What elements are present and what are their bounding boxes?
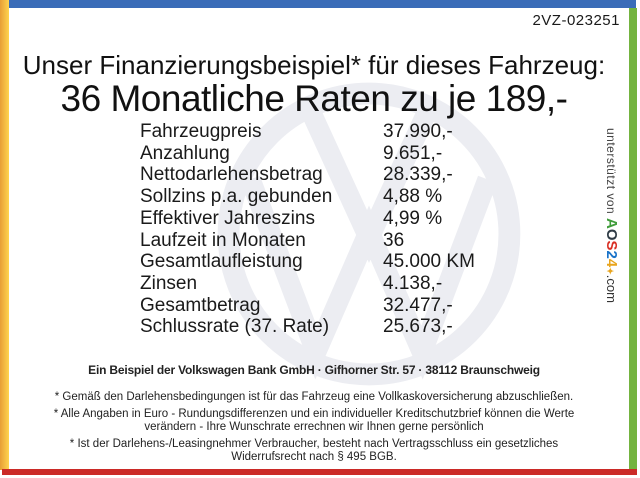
frame-left-strip — [0, 0, 9, 470]
frame-right-strip — [629, 8, 637, 470]
finance-table: Fahrzeugpreis 37.990,- Anzahlung 9.651,-… — [140, 121, 475, 338]
row-label: Laufzeit in Monaten — [140, 229, 306, 251]
row-value: 25.673,- — [383, 316, 453, 338]
row-label: Sollzins p.a. gebunden — [140, 186, 333, 208]
row-value: 36 — [383, 229, 405, 251]
frame-bottom-strip — [2, 469, 637, 475]
bank-address-line: Ein Beispiel der Volkswagen Bank GmbH · … — [88, 363, 540, 377]
table-row: Zinsen 4.138,- — [140, 273, 475, 295]
table-row: Sollzins p.a. gebunden 4,88 % — [140, 186, 475, 208]
table-row: Anzahlung 9.651,- — [140, 143, 475, 165]
row-value: 28.339,- — [383, 164, 453, 186]
table-row: Laufzeit in Monaten 36 — [140, 230, 475, 252]
row-label: Zinsen — [140, 272, 198, 294]
vw-logo-watermark-icon — [213, 78, 525, 390]
table-row: Nettodarlehensbetrag 28.339,- — [140, 164, 475, 186]
page-title: Unser Finanzierungsbeispiel* für dieses … — [22, 50, 606, 80]
table-row: Gesamtbetrag 32.477,- — [140, 295, 475, 317]
table-row: Effektiver Jahreszins 4,99 % — [140, 208, 475, 230]
table-row: Schlussrate (37. Rate) 25.673,- — [140, 316, 475, 338]
row-label: Schlussrate (37. Rate) — [140, 316, 330, 338]
table-row: Fahrzeugpreis 37.990,- — [140, 121, 475, 143]
row-value: 4,99 % — [383, 207, 443, 229]
disclaimer-insurance: * Gemäß den Darlehensbedingungen ist für… — [54, 391, 574, 403]
supported-by-sidebar: unterstützt von AOS24✦.com — [603, 128, 620, 358]
row-label: Effektiver Jahreszins — [140, 207, 315, 229]
frame-top-strip — [9, 0, 636, 8]
row-label: Anzahlung — [140, 142, 230, 164]
row-label: Gesamtlaufleistung — [140, 251, 303, 273]
row-label: Nettodarlehensbetrag — [140, 164, 323, 186]
aos24-star-icon: ✦ — [605, 267, 615, 275]
legal-disclaimers: * Gemäß den Darlehensbedingungen ist für… — [34, 391, 594, 468]
row-label: Gesamtbetrag — [140, 294, 261, 316]
row-value: 9.651,- — [383, 142, 443, 164]
row-value: 4.138,- — [383, 272, 443, 294]
row-value: 45.000 KM — [383, 251, 475, 273]
row-value: 4,88 % — [383, 186, 443, 208]
table-row: Gesamtlaufleistung 45.000 KM — [140, 251, 475, 273]
monthly-rate-headline: 36 Monatliche Raten zu je 189,- — [60, 78, 568, 119]
row-value: 32.477,- — [383, 294, 453, 316]
reference-number: 2VZ-023251 — [532, 12, 620, 29]
aos24-domain-suffix: .com — [604, 274, 619, 303]
supported-by-label: unterstützt von — [604, 128, 618, 219]
aos24-logo: AOS24✦.com — [603, 218, 620, 303]
disclaimer-euro-values: * Alle Angaben in Euro - Rundungsdiffere… — [53, 408, 575, 433]
disclaimer-withdrawal-right: * Ist der Darlehens-/Leasingnehmer Verbr… — [69, 438, 559, 463]
row-value: 37.990,- — [383, 121, 453, 142]
row-label: Fahrzeugpreis — [140, 121, 262, 142]
